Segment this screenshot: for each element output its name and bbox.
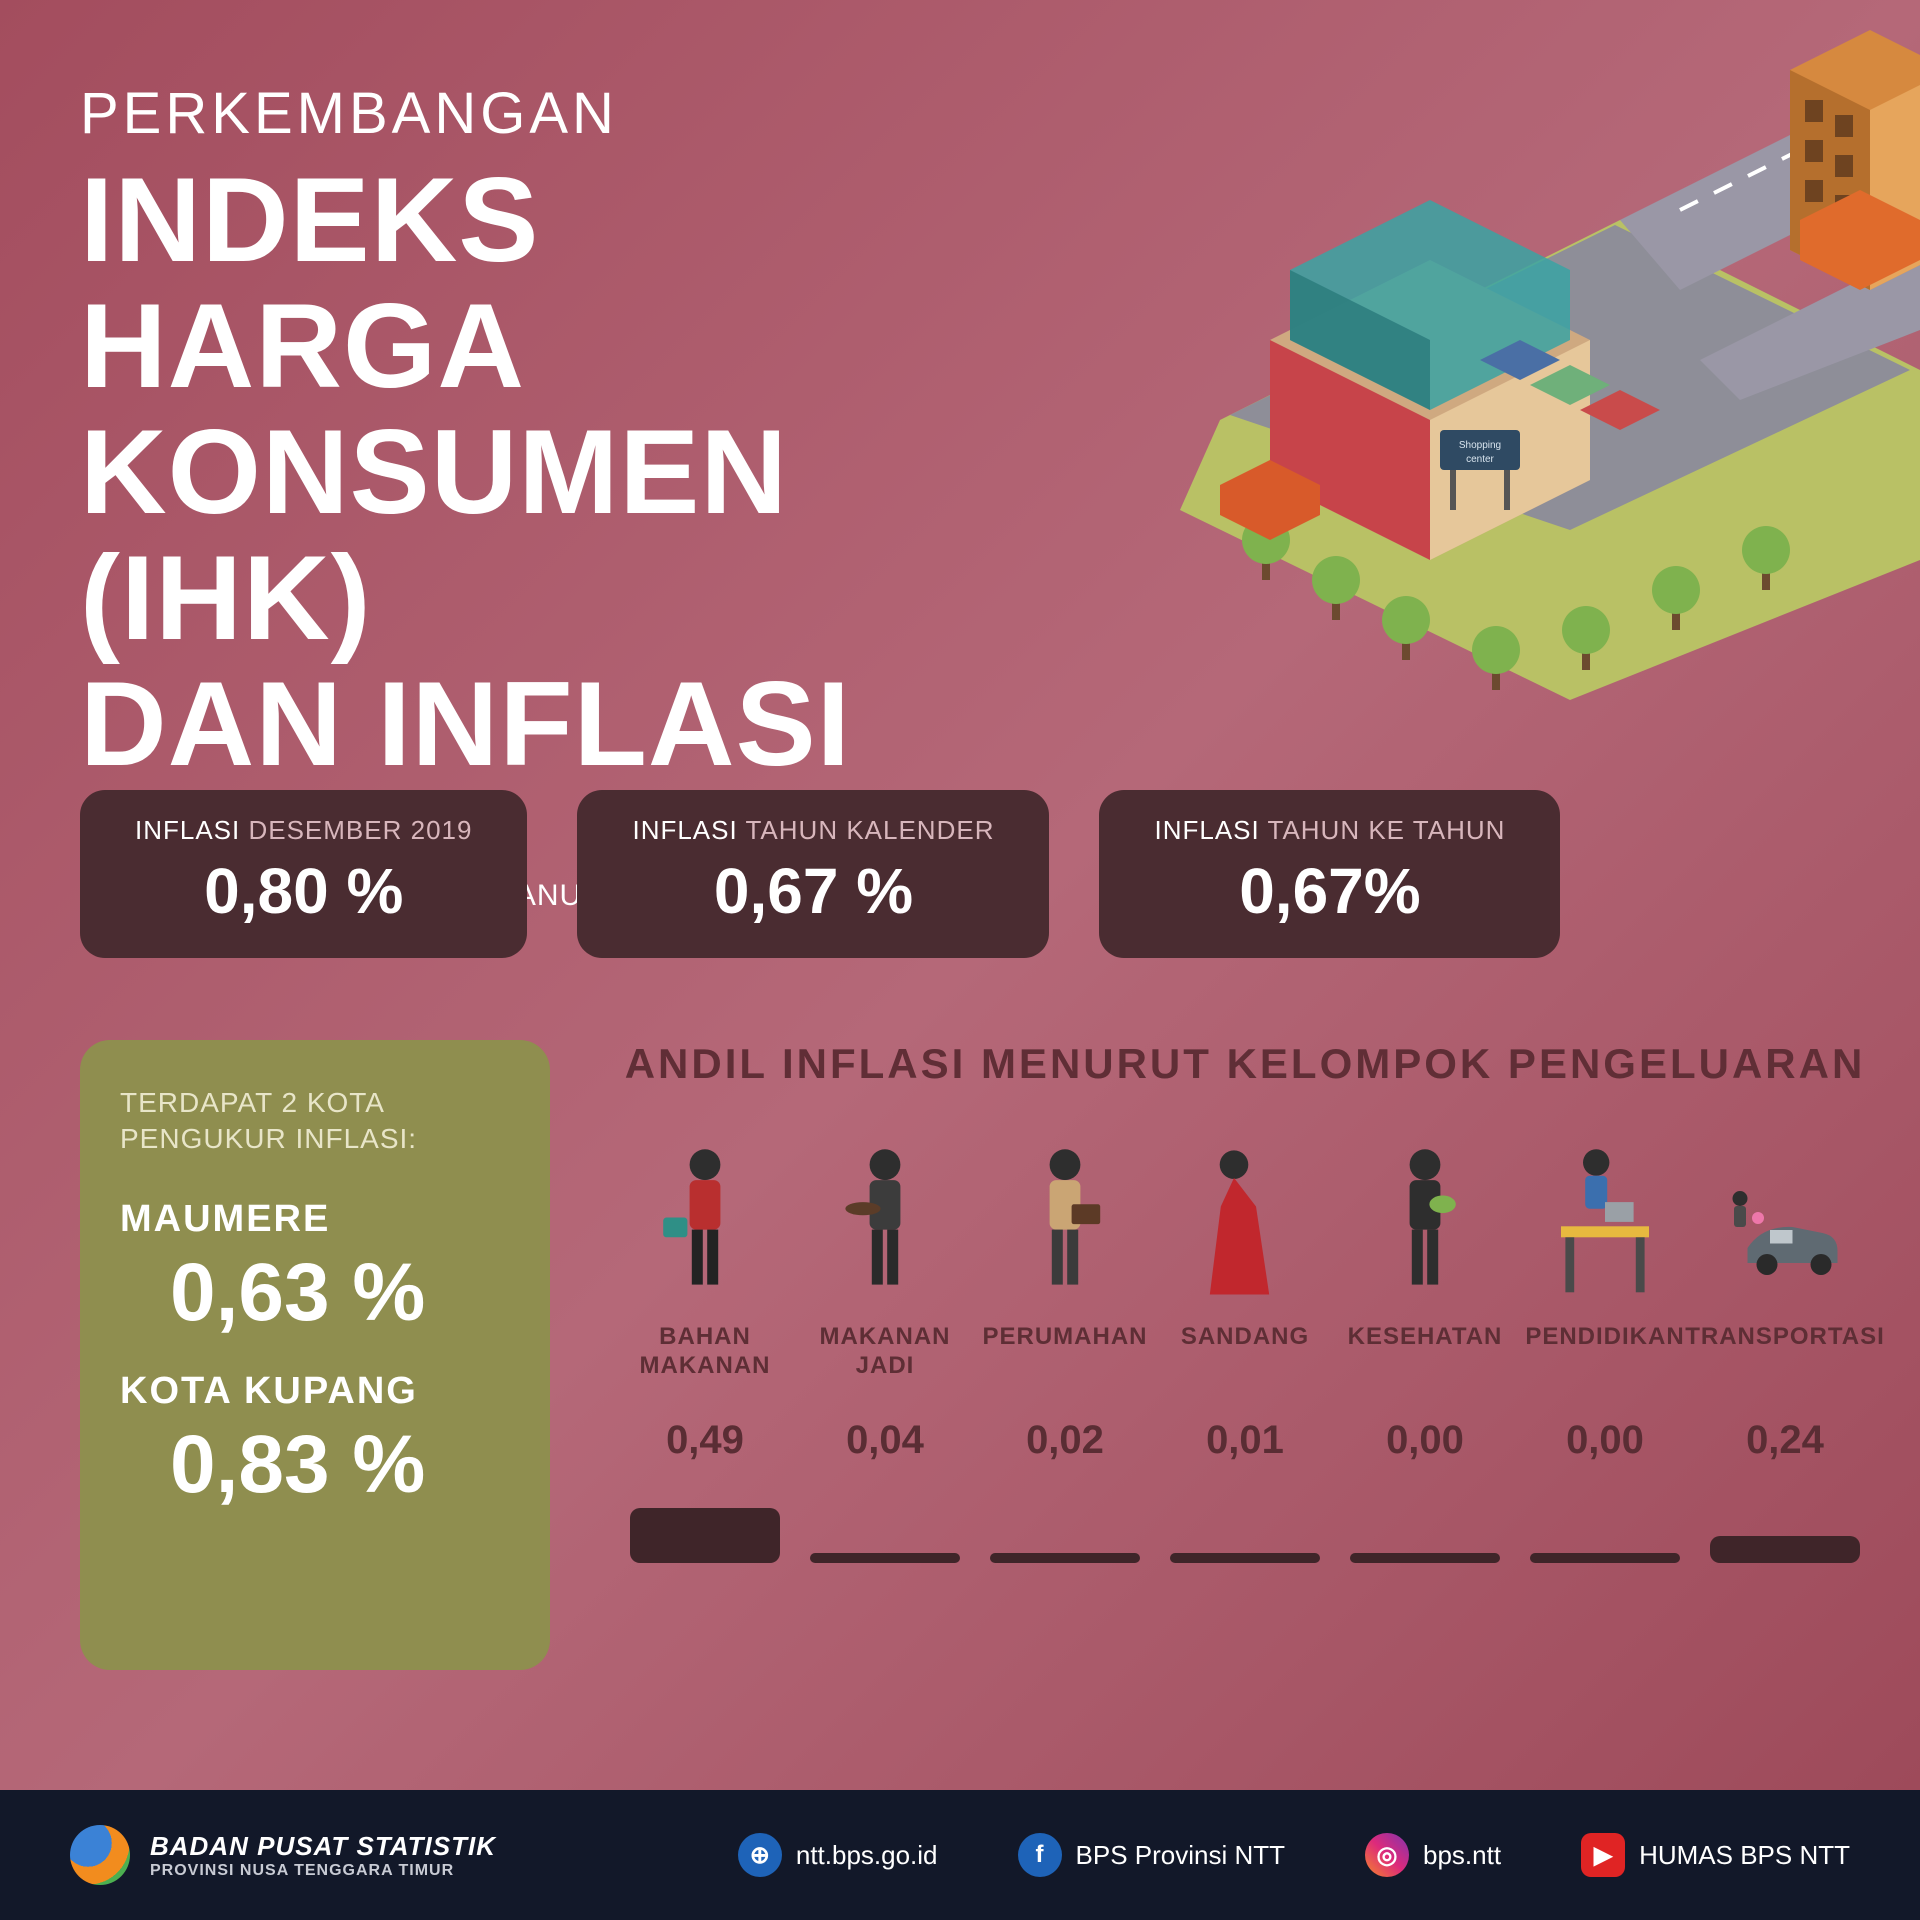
footer-link[interactable]: ◎ bps.ntt <box>1365 1833 1501 1877</box>
mother-icon <box>1365 1128 1485 1308</box>
header: PERKEMBANGAN INDEKS HARGA KONSUMEN (IHK)… <box>80 80 980 913</box>
category: PENDIDIKAN 0,00 <box>1520 1128 1690 1563</box>
category: PERUMAHAN 0,02 <box>980 1128 1150 1563</box>
bar-track <box>1350 1508 1500 1563</box>
svg-text:center: center <box>1466 454 1494 465</box>
categories-row: BAHANMAKANAN 0,49 MAKANANJADI 0,04 PERUMAH… <box>620 1128 1870 1563</box>
footer-link[interactable]: f BPS Provinsi NTT <box>1018 1833 1286 1877</box>
footer-link-label: HUMAS BPS NTT <box>1639 1840 1850 1871</box>
city-value: 0,63 % <box>170 1246 510 1340</box>
footer-link-label: BPS Provinsi NTT <box>1076 1840 1286 1871</box>
category: BAHANMAKANAN 0,49 <box>620 1128 790 1563</box>
facebook-icon: f <box>1018 1833 1062 1877</box>
category-value: 0,00 <box>1566 1418 1644 1463</box>
shopper-icon <box>645 1128 765 1308</box>
stat-label: INFLASI DESEMBER 2019 <box>135 815 472 846</box>
header-pretitle: PERKEMBANGAN <box>80 80 980 147</box>
city-value: 0,83 % <box>170 1418 510 1512</box>
stat-label: INFLASI TAHUN KE TAHUN <box>1154 815 1505 846</box>
bar <box>1350 1553 1500 1563</box>
chart-section: ANDIL INFLASI MENURUT KELOMPOK PENGELUAR… <box>620 1040 1870 1563</box>
city-illustration: Shopping center <box>920 0 1920 700</box>
footer-link-label: ntt.bps.go.id <box>796 1840 938 1871</box>
bar <box>1530 1553 1680 1563</box>
category-value: 0,02 <box>1026 1418 1104 1463</box>
stat-value: 0,67 % <box>632 854 994 928</box>
stat-row: INFLASI DESEMBER 2019 0,80 % INFLASI TAHUN… <box>80 790 1560 958</box>
waiter-icon <box>825 1128 945 1308</box>
svg-text:Shopping: Shopping <box>1459 440 1501 451</box>
footer-link-label: bps.ntt <box>1423 1840 1501 1871</box>
category: KESEHATAN 0,00 <box>1340 1128 1510 1563</box>
bar-track <box>1170 1508 1320 1563</box>
bar <box>1170 1553 1320 1563</box>
city-name: MAUMERE <box>120 1198 510 1241</box>
dress-icon <box>1185 1128 1305 1308</box>
category-value: 0,24 <box>1746 1418 1824 1463</box>
footer-org: BADAN PUSAT STATISTIK PROVINSI NUSA TENG… <box>70 1825 496 1885</box>
bar-track <box>630 1508 780 1563</box>
bar <box>810 1553 960 1563</box>
instagram-icon: ◎ <box>1365 1833 1409 1877</box>
bps-logo-icon <box>70 1825 130 1885</box>
bar-track <box>810 1508 960 1563</box>
category-label: BAHANMAKANAN <box>640 1323 771 1383</box>
cities-intro: TERDAPAT 2 KOTA PENGUKUR INFLASI: <box>120 1085 510 1158</box>
cities-box: TERDAPAT 2 KOTA PENGUKUR INFLASI: MAUMER… <box>80 1040 550 1670</box>
category: SANDANG 0,01 <box>1160 1128 1330 1563</box>
footer: BADAN PUSAT STATISTIK PROVINSI NUSA TENG… <box>0 1790 1920 1920</box>
category-value: 0,00 <box>1386 1418 1464 1463</box>
title-line: DAN INFLASI <box>80 661 980 787</box>
stat-pill: INFLASI DESEMBER 2019 0,80 % <box>80 790 527 958</box>
box-icon <box>1005 1128 1125 1308</box>
title-line: INDEKS HARGA <box>80 157 980 409</box>
car-icon <box>1725 1128 1845 1308</box>
category-label: PENDIDIKAN <box>1525 1323 1684 1383</box>
header-title: INDEKS HARGA KONSUMEN (IHK) DAN INFLASI <box>80 157 980 787</box>
bar-track <box>1530 1508 1680 1563</box>
bar <box>630 1508 780 1563</box>
globe-icon: ⊕ <box>738 1833 782 1877</box>
footer-link[interactable]: ⊕ ntt.bps.go.id <box>738 1833 938 1877</box>
category-label: MAKANANJADI <box>820 1323 951 1383</box>
category-label: PERUMAHAN <box>983 1323 1148 1383</box>
bar <box>1710 1536 1860 1563</box>
youtube-icon: ▶ <box>1581 1833 1625 1877</box>
bar-track <box>1710 1508 1860 1563</box>
category-value: 0,04 <box>846 1418 924 1463</box>
category-label: TRANSPORTASI <box>1685 1323 1885 1383</box>
org-name: BADAN PUSAT STATISTIK <box>150 1831 496 1862</box>
bar-track <box>990 1508 1140 1563</box>
stat-pill: INFLASI TAHUN KE TAHUN 0,67% <box>1099 790 1560 958</box>
desk-icon <box>1545 1128 1665 1308</box>
footer-link[interactable]: ▶ HUMAS BPS NTT <box>1581 1833 1850 1877</box>
city-name: KOTA KUPANG <box>120 1370 510 1413</box>
footer-links: ⊕ ntt.bps.go.id f BPS Provinsi NTT ◎ bps.ntt ▶… <box>738 1833 1850 1877</box>
category-label: KESEHATAN <box>1348 1323 1503 1383</box>
city: MAUMERE 0,63 % <box>120 1198 510 1340</box>
stat-label: INFLASI TAHUN KALENDER <box>632 815 994 846</box>
stat-value: 0,80 % <box>135 854 472 928</box>
chart-title: ANDIL INFLASI MENURUT KELOMPOK PENGELUAR… <box>620 1040 1870 1088</box>
category-label: SANDANG <box>1181 1323 1309 1383</box>
category-value: 0,01 <box>1206 1418 1284 1463</box>
category: MAKANANJADI 0,04 <box>800 1128 970 1563</box>
title-line: KONSUMEN (IHK) <box>80 409 980 661</box>
city: KOTA KUPANG 0,83 % <box>120 1370 510 1512</box>
stat-value: 0,67% <box>1154 854 1505 928</box>
category-value: 0,49 <box>666 1418 744 1463</box>
stat-pill: INFLASI TAHUN KALENDER 0,67 % <box>577 790 1049 958</box>
category: TRANSPORTASI0,24 <box>1700 1128 1870 1563</box>
org-sub: PROVINSI NUSA TENGGARA TIMUR <box>150 1862 496 1880</box>
bar <box>990 1553 1140 1563</box>
